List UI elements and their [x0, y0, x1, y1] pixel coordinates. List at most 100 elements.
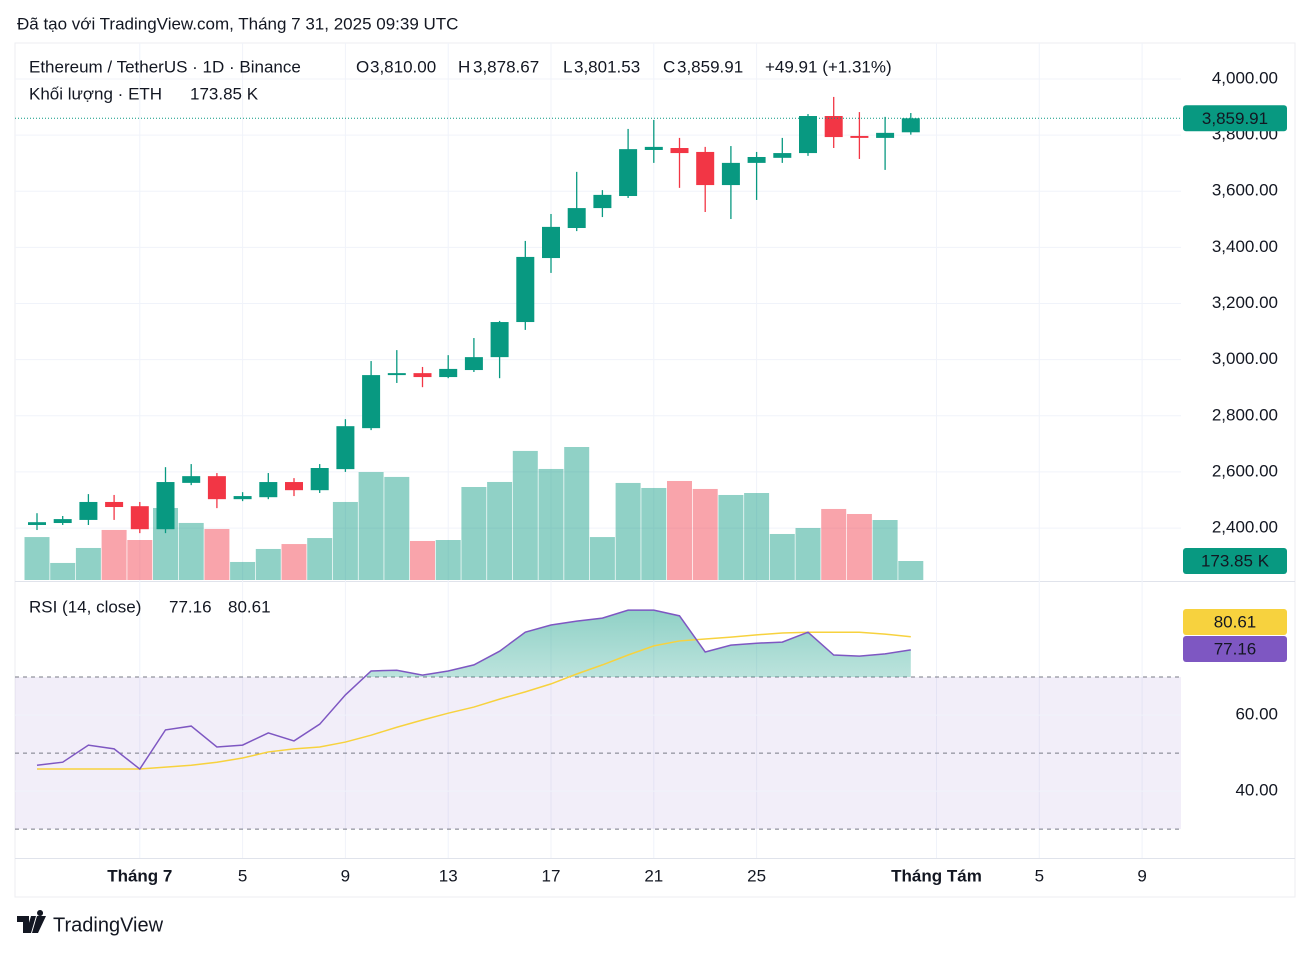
y-tick-label: 60.00: [1235, 705, 1278, 724]
candle-body: [285, 482, 303, 491]
ohlc-key: L: [563, 57, 572, 76]
volume-bar: [795, 527, 821, 580]
rsi-line: [37, 631, 911, 770]
volume-bar: [75, 547, 101, 580]
volume-tag: 173.85 K: [1201, 551, 1270, 570]
volume-bar: [50, 562, 76, 580]
candle-body: [696, 151, 715, 186]
y-tick-label: 40.00: [1235, 781, 1278, 800]
price-change: +49.91 (+1.31%): [765, 57, 892, 76]
x-tick-label: 21: [644, 866, 663, 885]
x-tick-label: 9: [341, 866, 350, 885]
rsi-tag: 77.16: [1214, 639, 1257, 658]
ohlc-key: O: [356, 57, 369, 76]
candle-body: [105, 501, 124, 508]
candle-body: [259, 482, 278, 498]
ohlc-value: 3,859.91: [677, 57, 743, 76]
rsi-title: RSI (14, close): [29, 597, 141, 616]
ohlc-key: H: [458, 57, 470, 76]
x-tick-label: Tháng Tám: [891, 866, 982, 885]
volume-bar: [255, 548, 281, 580]
candle-body: [79, 501, 98, 520]
y-tick-label: 3,200.00: [1212, 293, 1278, 312]
volume-bar: [667, 480, 692, 580]
volume-bar: [127, 540, 153, 580]
volume-title: Khối lượng · ETH: [29, 84, 162, 103]
ohlc-value: 3,878.67: [473, 57, 539, 76]
candle-body: [490, 322, 509, 358]
volume-bar: [307, 538, 333, 580]
candle-body: [850, 135, 869, 138]
volume-bar: [487, 481, 513, 580]
candle-body: [773, 153, 792, 158]
volume-bar: [589, 537, 615, 580]
candle-body: [542, 226, 560, 259]
logo: TradingView: [17, 910, 164, 936]
volume-bar: [718, 494, 744, 580]
ohlc-value: 3,810.00: [370, 57, 436, 76]
candle-body: [413, 373, 432, 378]
candle-body: [233, 496, 252, 500]
candle-body: [567, 208, 586, 229]
ohlc-value: 3,801.53: [574, 57, 640, 76]
candle-body: [28, 522, 46, 525]
x-tick-label: 5: [1035, 866, 1044, 885]
candle-body: [156, 482, 175, 530]
candle-body: [824, 116, 843, 138]
candle-body: [387, 373, 406, 376]
volume-bar: [821, 508, 847, 580]
volume-tag-box: [1183, 548, 1287, 574]
price-tag-box: [1183, 105, 1287, 132]
rsi-ma-value: 80.61: [228, 597, 271, 616]
volume-bar: [641, 487, 667, 580]
x-tick-label: 17: [542, 866, 561, 885]
y-tick-label: 3,000.00: [1212, 349, 1278, 368]
candle-body: [619, 149, 638, 197]
logo-icon: [17, 910, 46, 933]
x-tick-label: 13: [439, 866, 458, 885]
x-tick-label: 25: [747, 866, 766, 885]
volume-bar: [230, 561, 256, 580]
price-title: Ethereum / TetherUS · 1D · Binance: [29, 57, 301, 76]
y-tick-label: 3,400.00: [1212, 237, 1278, 256]
volume-bar: [332, 501, 358, 580]
y-tick-label: 2,600.00: [1212, 461, 1278, 480]
volume-bar: [872, 520, 898, 580]
volume-bar: [846, 513, 872, 580]
rsi-ma-tag: 80.61: [1214, 612, 1257, 631]
logo-text: TradingView: [53, 914, 164, 936]
candle-body: [362, 375, 381, 429]
rsi-line: [36, 609, 911, 771]
rsi-band: [15, 677, 1181, 830]
volume-value: 173.85 K: [190, 84, 259, 103]
candle-body: [721, 162, 740, 186]
y-tick-label: 4,000.00: [1212, 68, 1278, 87]
volume-bar: [615, 482, 641, 580]
volume-bar: [384, 476, 410, 580]
rsi-tag-box: [1183, 636, 1287, 662]
candle-body: [593, 194, 612, 209]
candle-body: [310, 468, 329, 491]
candle-body: [439, 368, 458, 378]
volume-bar: [358, 472, 384, 580]
price-tag: 3,859.91: [1202, 109, 1268, 128]
y-tick-label: 2,800.00: [1212, 405, 1278, 424]
volume-bar: [744, 493, 770, 580]
volume-bar: [178, 522, 204, 580]
rsi-overbought-fill: [37, 610, 911, 678]
volume-bar: [692, 488, 718, 580]
candle-body: [207, 476, 226, 500]
x-tick-label: 9: [1137, 866, 1146, 885]
charts: Tháng 7 5 9 13 17 21 25 Tháng Tám 5 9 2,400.00 2,60…: [15, 43, 1287, 885]
candle-body: [130, 506, 149, 530]
y-tick-label: 2,400.00: [1212, 518, 1278, 537]
candle-body: [516, 256, 535, 323]
volume-bar: [461, 486, 487, 580]
volume-bar: [204, 528, 230, 580]
candle-body: [182, 476, 201, 483]
rsi-ma-tag-box: [1183, 609, 1287, 635]
volume-bar: [410, 540, 435, 580]
volume-bar: [281, 544, 307, 580]
ohlc-key: C: [663, 57, 675, 76]
